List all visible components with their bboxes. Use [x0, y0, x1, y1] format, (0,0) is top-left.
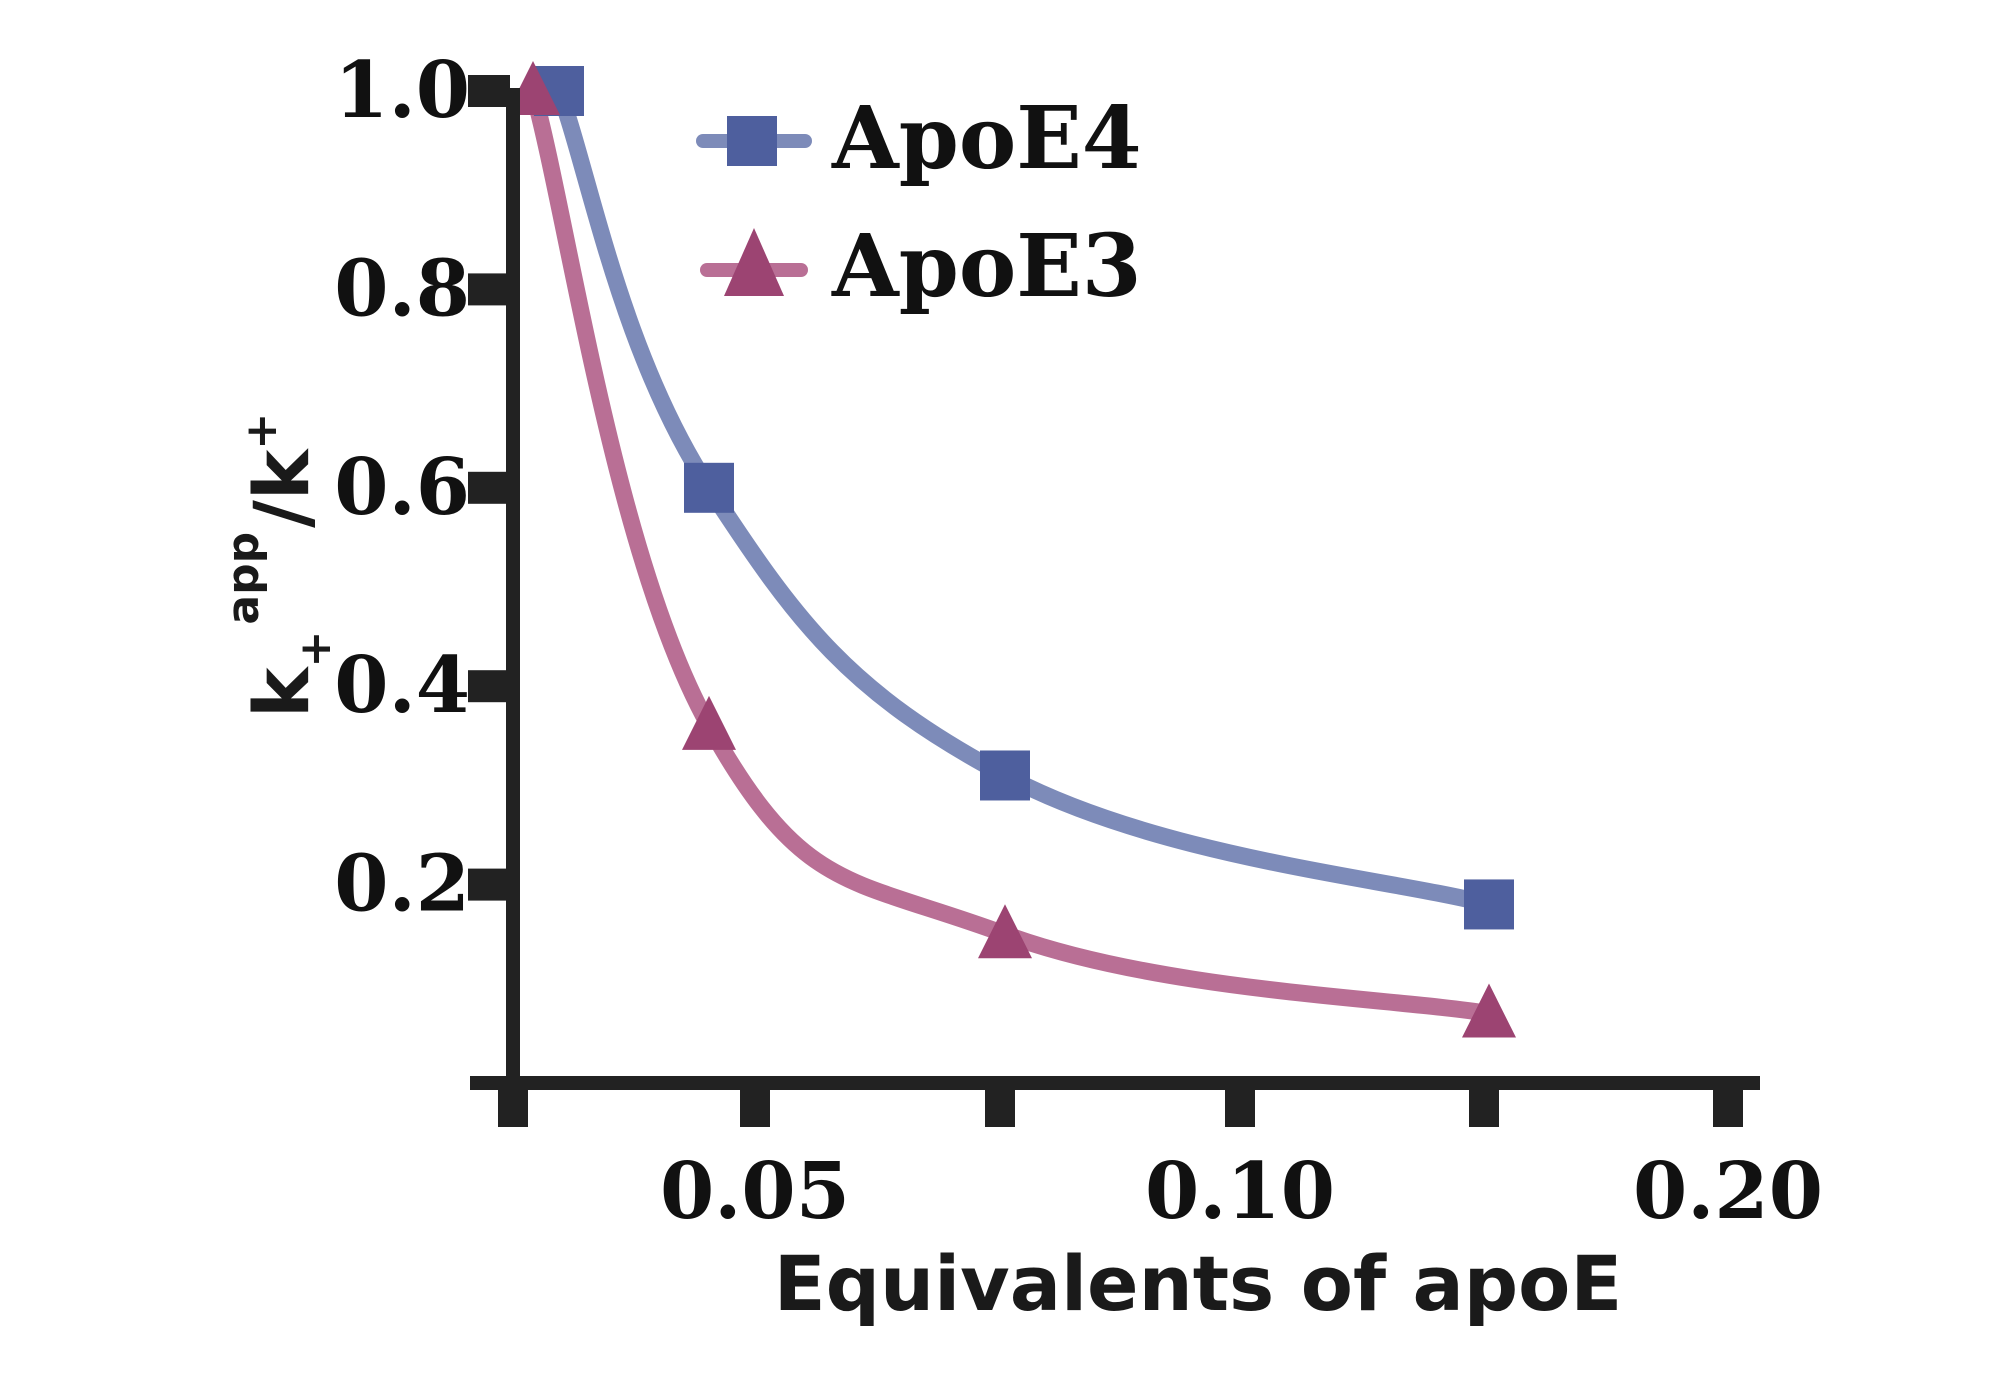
- y-axis-title: k+app/k+: [218, 413, 341, 718]
- data-point-apoe4: [1464, 879, 1514, 930]
- x-tick-mark: [1713, 1083, 1743, 1127]
- data-point-apoe3: [978, 904, 1032, 959]
- x-tick-mark: [1469, 1083, 1499, 1127]
- x-axis-line: [470, 1076, 1760, 1090]
- series-line-apoe3: [524, 82, 1498, 1023]
- y-axis-title-k: k: [237, 666, 326, 718]
- x-axis-title: Equivalents of apoE: [774, 1239, 1623, 1328]
- legend-item-apoe3: ApoE3: [700, 216, 1142, 317]
- legend-marker-apoe4: [727, 116, 777, 166]
- y-tick-mark: [468, 471, 510, 504]
- svg-text:k+app/k+: k+app/k+: [218, 413, 341, 718]
- y-tick-mark: [468, 75, 510, 107]
- series-curves: [524, 82, 1498, 1023]
- data-point-apoe4: [980, 750, 1030, 801]
- y-tick-mark: [468, 868, 510, 901]
- data-point-apoe4: [684, 462, 734, 513]
- y-axis-title-k-denominator: k: [237, 448, 326, 500]
- series-line-apoe4: [550, 82, 1498, 913]
- y-axis-title-superscript: app: [218, 532, 269, 625]
- y-tick-label: 0.2: [334, 839, 470, 930]
- x-tick-mark: [985, 1083, 1015, 1127]
- y-tick-label: 0.8: [334, 243, 470, 334]
- x-tick-label: 0.10: [1145, 1146, 1335, 1237]
- y-tick-label: 1.0: [334, 45, 470, 136]
- x-tick-mark: [740, 1083, 770, 1127]
- x-tick-label: 0.20: [1633, 1146, 1823, 1237]
- x-tick-mark: [498, 1083, 528, 1127]
- y-axis-title-slash: /: [237, 500, 326, 528]
- y-tick-label: 0.6: [334, 442, 470, 533]
- legend-marker-apoe3: [724, 228, 784, 296]
- legend: ApoE4 ApoE3: [696, 88, 1142, 317]
- x-tick-label: 0.05: [660, 1146, 850, 1237]
- data-point-apoe3: [682, 695, 736, 750]
- legend-label-apoe4: ApoE4: [831, 88, 1142, 189]
- y-ticks: 0.2 0.4 0.6 0.8 1.0: [334, 45, 510, 930]
- y-tick-mark: [468, 670, 510, 703]
- y-tick-label: 0.4: [334, 640, 470, 731]
- axes: [470, 88, 1760, 1090]
- y-tick-mark: [468, 273, 510, 306]
- data-point-apoe3: [1462, 983, 1516, 1038]
- x-ticks: 0.05 0.10 0.20: [498, 1083, 1823, 1237]
- legend-item-apoe4: ApoE4: [696, 88, 1142, 189]
- legend-label-apoe3: ApoE3: [831, 216, 1142, 317]
- x-tick-mark: [1225, 1083, 1255, 1127]
- series-markers: [506, 61, 1516, 1038]
- y-axis-title-denominator-plus: +: [236, 413, 287, 450]
- y-axis-title-sub-plus: +: [290, 631, 341, 668]
- y-axis-line: [506, 88, 520, 1076]
